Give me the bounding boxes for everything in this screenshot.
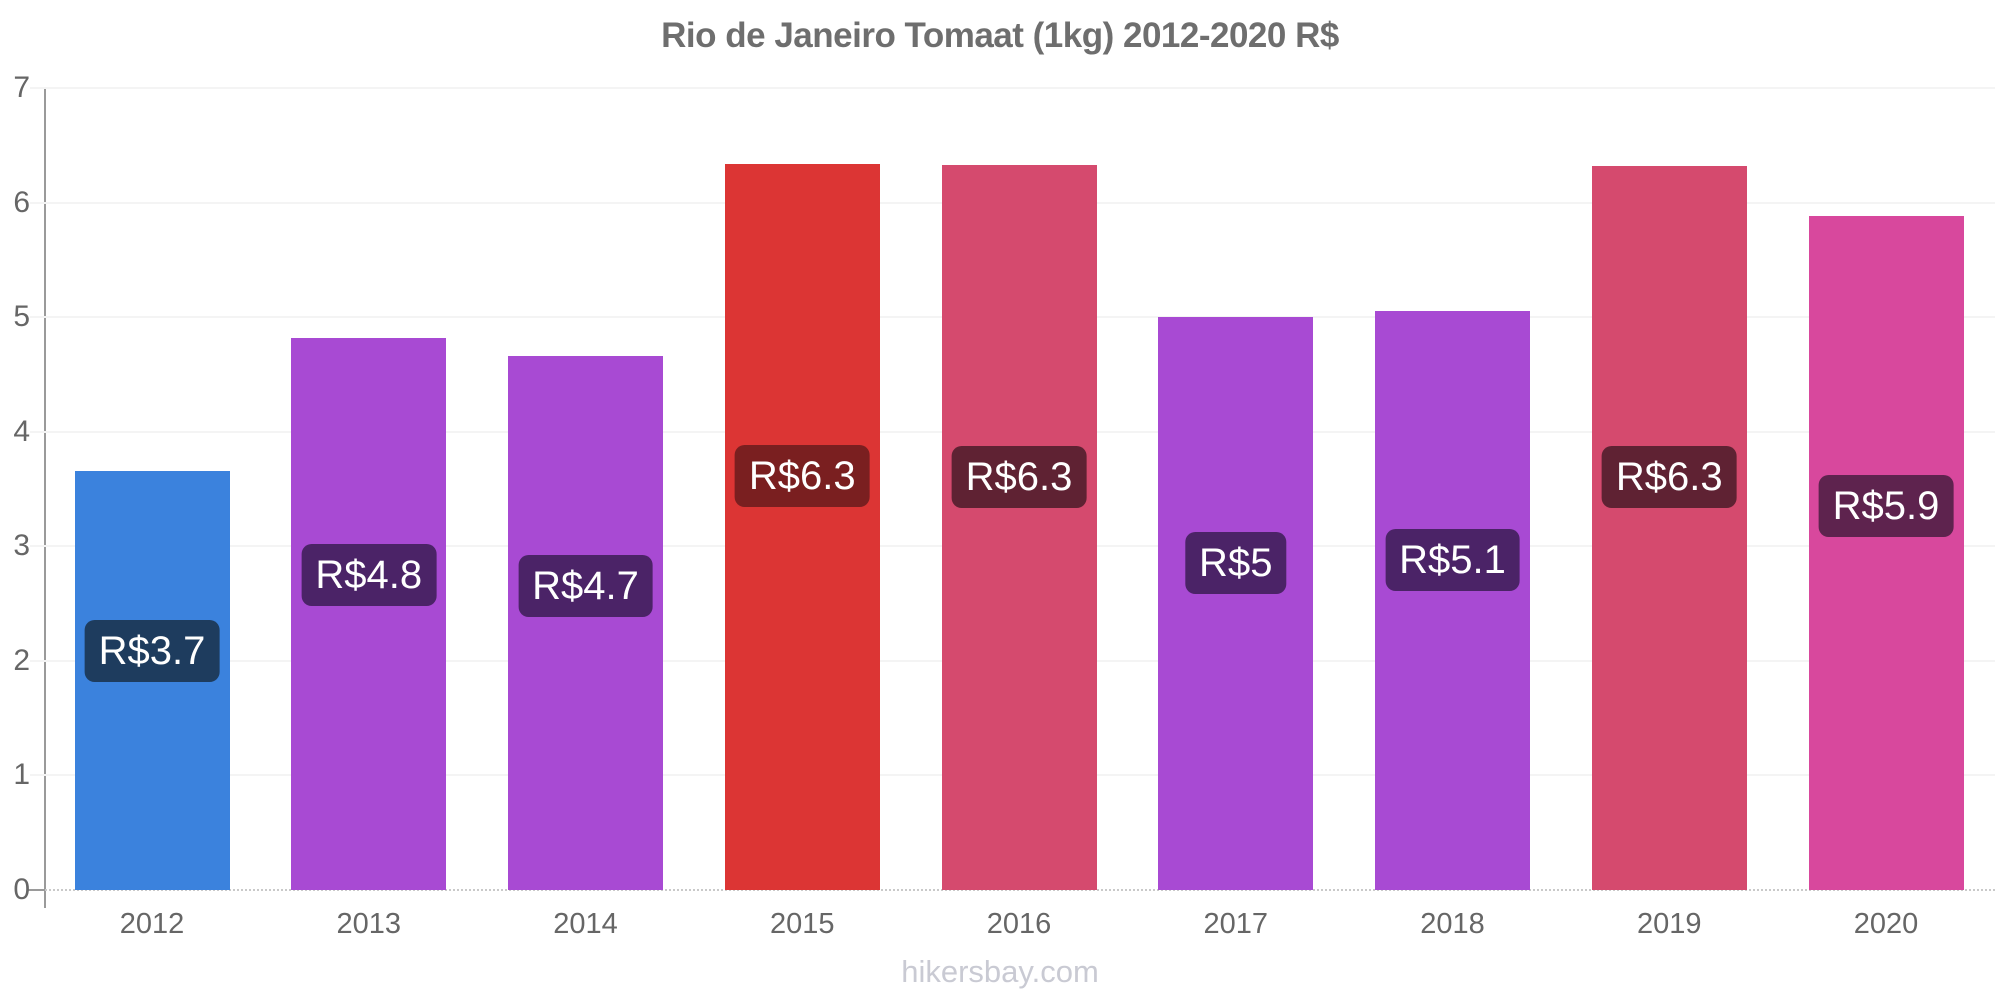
chart-title: Rio de Janeiro Tomaat (1kg) 2012-2020 R$ [661, 16, 1339, 55]
x-tick-label-2020: 2020 [1853, 908, 1919, 940]
x-tick-label-2012: 2012 [119, 908, 185, 940]
bar-2017[interactable]: R$5 [1158, 317, 1314, 890]
bar-2018[interactable]: R$5.1 [1375, 311, 1530, 890]
y-tick-label-0: 0 [13, 873, 30, 906]
x-tick-label-2014: 2014 [553, 908, 618, 940]
bar-value-label-2012: R$3.7 [84, 619, 220, 682]
bar-value-label-2020: R$5.9 [1818, 475, 1954, 538]
x-tick-label-2019: 2019 [1636, 908, 1702, 940]
bar-value-label-2014: R$4.7 [518, 554, 653, 617]
bar-value-label-2019: R$6.3 [1601, 446, 1737, 509]
y-tick-label-5: 5 [13, 300, 30, 334]
x-tick-label-2015: 2015 [769, 908, 835, 940]
bar-value-label-2013: R$4.8 [301, 544, 437, 607]
bar-value-label-2016: R$6.3 [951, 445, 1087, 508]
bar-2019[interactable]: R$6.3 [1591, 165, 1747, 890]
x-tick-label-2018: 2018 [1420, 908, 1485, 940]
bar-value-label-2018: R$5.1 [1385, 529, 1520, 592]
y-tick-label-2: 2 [13, 643, 30, 677]
y-tick-label-4: 4 [13, 414, 30, 448]
y-axis-line [44, 88, 46, 908]
bar-value-label-2015: R$6.3 [734, 444, 870, 507]
bar-2014[interactable]: R$4.7 [508, 356, 663, 890]
bar-2013[interactable]: R$4.8 [291, 337, 447, 890]
x-axis-baseline [30, 889, 1995, 891]
y-tick-label-1: 1 [13, 758, 30, 792]
bar-2015[interactable]: R$6.3 [724, 163, 880, 890]
bar-2012[interactable]: R$3.7 [74, 470, 230, 890]
gridline-7 [30, 87, 1995, 89]
bar-value-label-2017: R$5 [1185, 532, 1287, 595]
y-tick-label-6: 6 [13, 185, 30, 219]
y-tick-label-7: 7 [13, 71, 30, 104]
bar-2020[interactable]: R$5.9 [1808, 216, 1964, 890]
zero-tick-mark [27, 889, 45, 891]
y-tick-label-3: 3 [13, 529, 30, 563]
bar-2016[interactable]: R$6.3 [941, 164, 1097, 890]
x-tick-label-2016: 2016 [986, 908, 1052, 940]
x-tick-label-2017: 2017 [1203, 908, 1269, 940]
x-tick-label-2013: 2013 [336, 908, 402, 940]
watermark-text: hikersbay.com [901, 954, 1099, 989]
